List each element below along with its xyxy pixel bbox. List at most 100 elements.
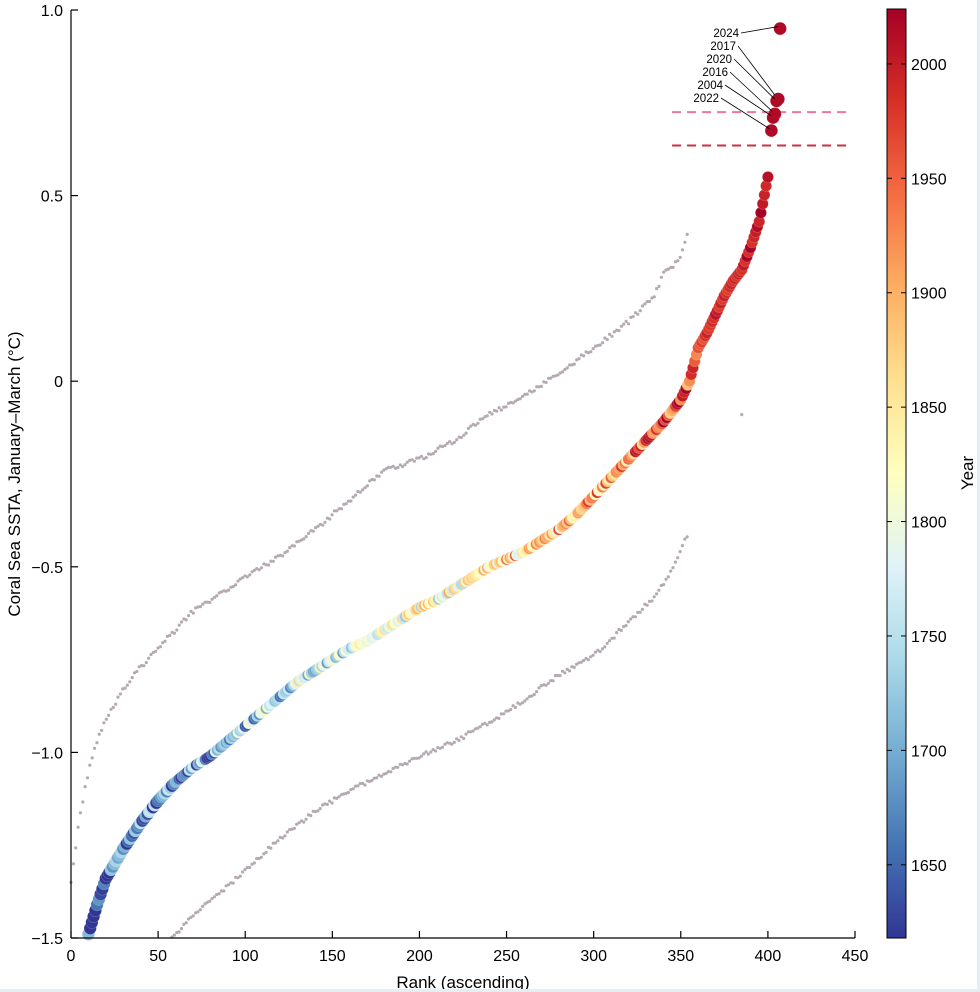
lower-envelope-dot-201 (643, 602, 647, 606)
colorbar-tick-label-1850: 1850 (911, 400, 947, 417)
upper-envelope-dot-10 (92, 746, 97, 750)
upper-envelope-dot-135 (386, 465, 391, 469)
lower-envelope-dot-210 (664, 577, 668, 581)
upper-envelope-dot-102 (309, 529, 313, 533)
upper-envelope-dot-35 (151, 650, 155, 655)
upper-envelope-dot-200 (539, 384, 544, 388)
lower-envelope-dot-172 (575, 662, 579, 666)
upper-envelope-dot-92 (285, 549, 289, 553)
upper-envelope-dot-122 (356, 489, 360, 494)
lower-envelope-dot-139 (497, 716, 501, 721)
lower-envelope-dot-168 (565, 667, 569, 671)
upper-envelope-dot-56 (201, 602, 205, 606)
label-2022: 2022 (693, 93, 719, 105)
upper-envelope-dot-181 (495, 409, 499, 413)
lower-envelope-dot-32 (245, 865, 249, 870)
lower-envelope-dot-216 (678, 550, 682, 554)
lower-envelope-dot-3 (177, 930, 181, 934)
upper-envelope-dot-244 (643, 302, 647, 306)
upper-envelope-dot-149 (419, 454, 423, 458)
upper-envelope-dot-159 (443, 443, 447, 448)
lower-envelope-dot-95 (393, 765, 398, 769)
upper-envelope-dot-133 (382, 468, 386, 472)
lower-envelope-dot-113 (436, 746, 440, 750)
upper-envelope-dot-247 (650, 296, 654, 300)
colorbar-tick-label-1950: 1950 (911, 171, 947, 188)
lower-envelope-dot-93 (389, 770, 393, 774)
lower-envelope-dot-90 (382, 772, 386, 776)
upper-envelope-dot-70 (234, 583, 238, 587)
upper-envelope-dot-54 (196, 605, 200, 609)
lower-envelope-dot-219 (685, 535, 689, 539)
lower-envelope-dot-61 (313, 810, 318, 814)
upper-envelope-dot-150 (422, 457, 426, 461)
lower-envelope-dot-71 (337, 795, 341, 799)
upper-envelope-dot-46 (177, 623, 181, 627)
lower-envelope-dot-178 (589, 655, 593, 659)
upper-envelope-dot-188 (511, 401, 515, 405)
upper-envelope-dot-252 (662, 270, 666, 274)
lower-envelope-dot-160 (546, 681, 551, 685)
lower-envelope-dot-181 (596, 648, 600, 652)
lower-envelope-dot-46 (278, 835, 282, 840)
upper-envelope-dot-127 (368, 479, 372, 483)
lower-envelope-dot-177 (586, 658, 591, 662)
upper-envelope-dot-131 (377, 474, 381, 478)
lower-envelope-dot-198 (636, 610, 640, 615)
lower-envelope-dot-111 (431, 748, 435, 752)
colorbar (886, 8, 907, 939)
lower-envelope-dot-98 (400, 763, 405, 767)
lower-envelope-dot-194 (626, 620, 630, 624)
lower-envelope-dot-84 (368, 779, 372, 784)
upper-envelope-dot-4 (78, 811, 82, 815)
frame-edge-right (977, 0, 980, 992)
lower-envelope-dot-117 (445, 741, 449, 745)
lower-envelope-dot-204 (650, 599, 654, 603)
lower-envelope-dot-141 (502, 712, 506, 716)
lower-envelope-dot-138 (495, 716, 499, 720)
x-tick-label-50: 50 (149, 948, 167, 965)
lower-envelope-dot-179 (591, 653, 595, 657)
upper-envelope-dot-234 (619, 324, 624, 328)
upper-envelope-dot-145 (410, 458, 414, 462)
upper-envelope-dot-163 (452, 440, 456, 444)
upper-envelope-dot-44 (172, 631, 177, 635)
upper-envelope-dot-164 (455, 438, 459, 442)
lower-envelope-dot-206 (655, 592, 659, 596)
lower-envelope-dot-209 (662, 583, 666, 587)
upper-envelope-dot-211 (565, 366, 569, 370)
leader-2017 (737, 45, 777, 98)
x-axis-label: Rank (ascending) (396, 973, 529, 992)
lower-envelope-dot-44 (273, 841, 278, 845)
upper-envelope-dot-71 (236, 579, 240, 583)
lower-envelope-dot-215 (676, 556, 680, 560)
upper-envelope-dot-39 (161, 641, 165, 645)
lower-envelope-dot-123 (459, 735, 463, 739)
lower-envelope-dot-211 (666, 575, 670, 579)
lower-envelope-dot-148 (518, 702, 522, 706)
upper-envelope-dot-41 (165, 634, 169, 639)
upper-envelope-dot-77 (250, 570, 254, 574)
upper-envelope-dot-221 (589, 350, 593, 354)
upper-envelope-dot-156 (436, 446, 440, 450)
y-tick-label-4: −1.0 (31, 745, 63, 762)
upper-envelope-dot-55 (198, 605, 202, 609)
lower-envelope-dot-202 (645, 603, 649, 607)
upper-envelope-dot-67 (227, 588, 231, 592)
upper-envelope-dot-38 (158, 645, 162, 649)
lower-envelope-dot-105 (417, 756, 421, 760)
lower-envelope-dot-33 (248, 865, 252, 870)
lower-envelope-dot-48 (283, 834, 287, 838)
lower-envelope-dot-67 (328, 799, 332, 803)
upper-envelope-dot-84 (267, 563, 271, 567)
frame-edge-bottom (0, 989, 980, 992)
upper-envelope-dot-169 (466, 426, 471, 430)
upper-envelope-dot-80 (257, 568, 261, 572)
lower-envelope-dot-212 (669, 569, 673, 573)
lower-envelope-dot-132 (480, 722, 485, 727)
lower-envelope-dot-94 (391, 766, 395, 771)
upper-envelope-dot-129 (372, 478, 376, 482)
lower-envelope-dot-12 (198, 908, 202, 912)
upper-envelope-dot-249 (655, 287, 659, 291)
upper-envelope-dot-132 (379, 470, 384, 474)
